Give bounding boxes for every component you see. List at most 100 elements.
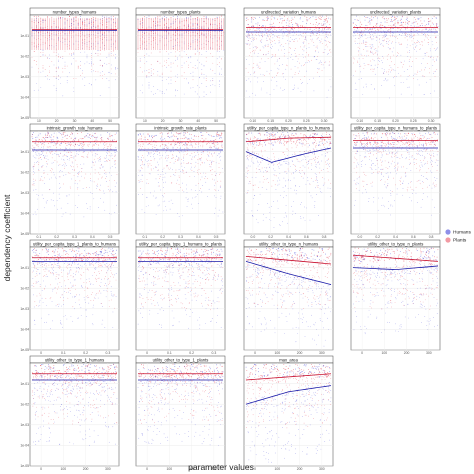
scatter-point-humans xyxy=(110,64,112,66)
scatter-point-plants xyxy=(262,35,264,37)
scatter-point-plants xyxy=(377,28,379,30)
scatter-point-plants xyxy=(103,157,105,159)
scatter-point-humans xyxy=(141,174,143,176)
scatter-point-humans xyxy=(284,161,286,162)
scatter-point-plants xyxy=(268,162,270,164)
scatter-point-humans xyxy=(291,54,292,55)
scatter-point-plants xyxy=(167,146,169,148)
scatter-point-plants xyxy=(100,140,102,141)
scatter-point-band xyxy=(326,26,327,27)
scatter-point-humans xyxy=(36,162,37,164)
scatter-point-humans xyxy=(412,43,414,45)
scatter-point-band xyxy=(53,142,55,144)
scatter-point-band xyxy=(292,141,294,143)
scatter-point-plants xyxy=(101,164,102,166)
scatter-point-band xyxy=(147,133,149,135)
scatter-point-plants xyxy=(365,44,367,45)
scatter-point-plants xyxy=(82,72,83,74)
scatter-point-plants xyxy=(314,161,316,163)
scatter-point-plants xyxy=(325,164,327,165)
scatter-point-plants xyxy=(150,165,152,166)
scatter-point-plants xyxy=(42,65,44,66)
scatter-point-humans xyxy=(57,154,59,155)
scatter-point-plants xyxy=(92,146,93,147)
scatter-point-humans xyxy=(108,158,109,160)
scatter-point-band xyxy=(70,133,72,135)
scatter-point-plants xyxy=(209,166,211,167)
scatter-point-humans xyxy=(55,176,57,178)
scatter-point-humans xyxy=(248,33,249,35)
scatter-point-humans xyxy=(318,185,319,187)
scatter-point-plants xyxy=(371,30,373,32)
scatter-point-band xyxy=(367,27,368,29)
scatter-point-plants xyxy=(418,41,419,43)
scatter-point-humans xyxy=(110,189,111,191)
scatter-point-plants xyxy=(255,46,257,47)
scatter-point-plants xyxy=(370,68,371,70)
scatter-point-plants xyxy=(50,152,52,154)
scatter-point-band xyxy=(44,138,45,140)
scatter-point-band xyxy=(248,24,249,25)
scatter-point-humans xyxy=(385,34,387,36)
scatter-point-humans xyxy=(398,73,399,74)
scatter-point-band xyxy=(161,135,163,137)
scatter-point-plants xyxy=(298,73,299,74)
x-tick-label: 0.8 xyxy=(322,235,327,239)
scatter-point-humans xyxy=(34,172,36,174)
scatter-point-band xyxy=(396,21,398,23)
scatter-point-band xyxy=(45,139,47,141)
scatter-point-humans xyxy=(114,163,115,165)
scatter-point-humans xyxy=(312,180,314,182)
scatter-point-plants xyxy=(293,135,295,136)
scatter-point-plants xyxy=(69,53,70,55)
scatter-point-humans xyxy=(278,68,280,70)
scatter-point-band xyxy=(257,28,259,30)
scatter-point-plants xyxy=(370,51,371,52)
scatter-point-plants xyxy=(365,42,367,43)
scatter-point-humans xyxy=(251,215,253,216)
scatter-point-plants xyxy=(308,160,310,162)
scatter-point-plants xyxy=(294,152,295,154)
scatter-point-humans xyxy=(86,208,88,209)
scatter-point-band xyxy=(151,135,153,136)
scatter-point-plants xyxy=(41,143,42,145)
scatter-point-plants xyxy=(428,55,430,57)
scatter-point-humans xyxy=(63,159,65,161)
scatter-point-humans xyxy=(263,53,264,55)
scatter-point-humans xyxy=(211,153,212,155)
scatter-point-humans xyxy=(99,72,101,74)
scatter-point-band xyxy=(435,26,437,28)
scatter-point-band xyxy=(371,19,373,21)
scatter-point-plants xyxy=(164,60,165,62)
scatter-point-band xyxy=(137,143,139,145)
scatter-point-plants xyxy=(253,141,255,143)
scatter-point-plants xyxy=(161,72,163,74)
scatter-point-plants xyxy=(207,140,209,142)
scatter-point-band xyxy=(304,144,306,146)
scatter-point-band xyxy=(397,20,399,22)
scatter-point-humans xyxy=(183,93,185,95)
scatter-point-band xyxy=(433,23,434,25)
scatter-point-plants xyxy=(429,68,430,70)
scatter-point-humans xyxy=(255,35,257,36)
scatter-point-plants xyxy=(159,62,161,64)
scatter-point-band xyxy=(110,135,111,137)
scatter-point-humans xyxy=(195,196,197,197)
scatter-point-plants xyxy=(159,176,161,177)
scatter-point-humans xyxy=(266,35,268,36)
scatter-point-humans xyxy=(57,153,59,155)
scatter-point-humans xyxy=(33,151,34,152)
scatter-point-humans xyxy=(271,30,273,31)
scatter-point-band xyxy=(318,141,320,143)
scatter-point-plants xyxy=(214,171,216,173)
scatter-point-band xyxy=(64,17,66,19)
scatter-point-humans xyxy=(324,30,326,32)
scatter-point-humans xyxy=(260,170,262,172)
scatter-point-plants xyxy=(318,69,320,70)
scatter-point-humans xyxy=(326,29,327,30)
scatter-point-band xyxy=(68,144,70,145)
scatter-point-plants xyxy=(221,58,222,60)
scatter-point-humans xyxy=(270,219,272,221)
scatter-point-humans xyxy=(330,34,332,36)
scatter-point-plants xyxy=(269,38,270,40)
